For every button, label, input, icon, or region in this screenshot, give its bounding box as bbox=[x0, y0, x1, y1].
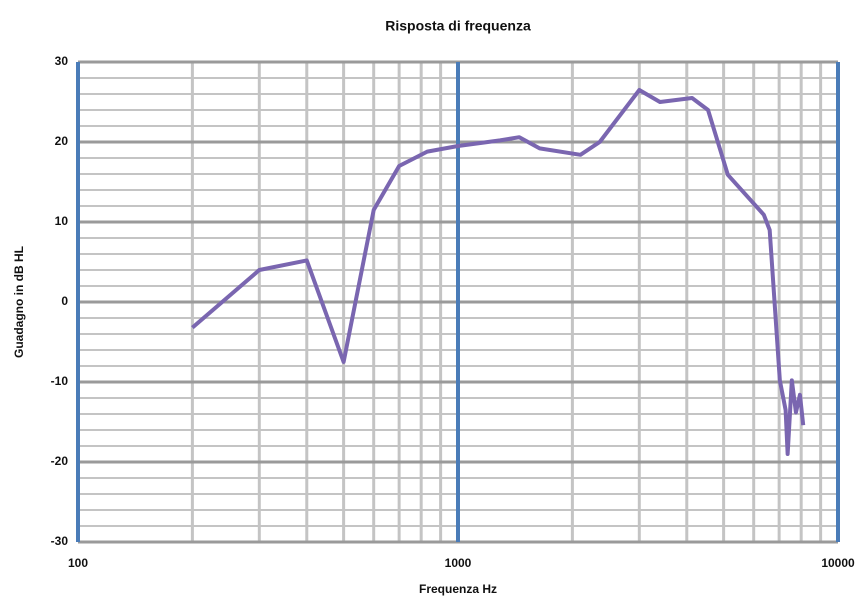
y-tick-label: 20 bbox=[55, 134, 69, 148]
series-line bbox=[191, 88, 806, 456]
y-tick-label: 10 bbox=[55, 214, 69, 228]
y-axis-label: Guadagno in dB HL bbox=[12, 246, 26, 358]
x-tick-label: 1000 bbox=[445, 556, 472, 570]
y-tick-label: 0 bbox=[61, 294, 68, 308]
y-tick-label: 30 bbox=[55, 54, 69, 68]
y-tick-label: -30 bbox=[51, 534, 69, 548]
x-tick-label: 100 bbox=[68, 556, 88, 570]
chart-title: Risposta di frequenza bbox=[385, 18, 531, 34]
x-axis-label: Frequenza Hz bbox=[419, 582, 497, 596]
y-tick-label: -20 bbox=[51, 454, 69, 468]
x-tick-label: 10000 bbox=[821, 556, 855, 570]
y-tick-label: -10 bbox=[51, 374, 69, 388]
